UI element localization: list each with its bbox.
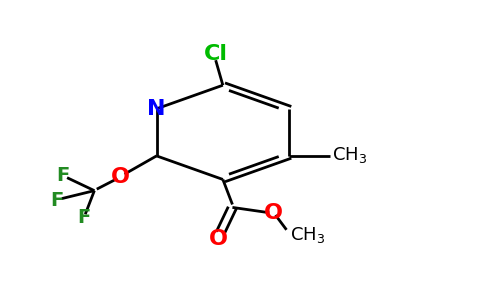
Text: F: F bbox=[50, 190, 64, 210]
Text: CH$_3$: CH$_3$ bbox=[332, 145, 367, 165]
Text: Cl: Cl bbox=[204, 44, 227, 64]
Text: O: O bbox=[209, 229, 227, 249]
Text: O: O bbox=[264, 203, 283, 223]
Text: O: O bbox=[111, 167, 130, 187]
Text: F: F bbox=[77, 208, 91, 227]
Text: CH$_3$: CH$_3$ bbox=[290, 225, 325, 245]
Text: N: N bbox=[147, 99, 166, 119]
Text: F: F bbox=[57, 166, 70, 185]
